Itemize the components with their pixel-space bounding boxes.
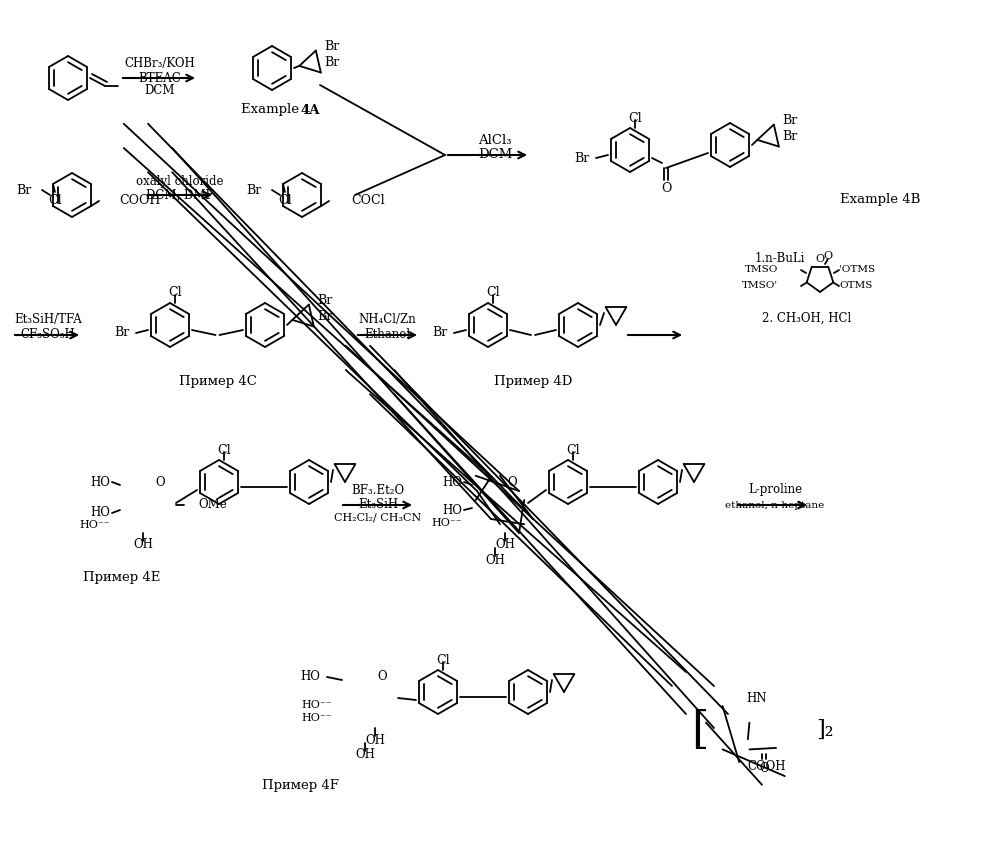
Text: HN: HN [747,691,767,705]
Text: Cl: Cl [566,444,580,456]
Text: HO: HO [300,671,320,683]
Text: Br: Br [115,326,130,339]
Text: O: O [759,762,769,776]
Text: Cl: Cl [628,111,642,125]
Text: ethanol, n-heptane: ethanol, n-heptane [725,500,825,510]
Text: Cl: Cl [436,654,450,667]
Text: Example: Example [241,103,303,116]
Text: Ethanol: Ethanol [364,328,410,342]
Text: DCM: DCM [145,85,175,98]
Text: 2. CH₃OH, HCl: 2. CH₃OH, HCl [762,311,851,325]
Text: Cl: Cl [217,444,231,456]
Text: Cl: Cl [168,287,182,299]
Text: O: O [155,476,165,488]
Text: Example 4B: Example 4B [840,193,920,207]
Text: COOH: COOH [748,760,786,773]
Text: CF₃SO₃H: CF₃SO₃H [21,328,75,342]
Text: DCM, DMF: DCM, DMF [146,188,214,202]
Text: 'OTMS: 'OTMS [839,265,875,275]
Text: OH: OH [485,554,505,566]
Text: Cl: Cl [278,193,292,207]
Text: Et₃SiH: Et₃SiH [358,498,398,510]
Text: HO⁻⁻: HO⁻⁻ [431,518,462,528]
Text: HO: HO [90,476,110,488]
Text: OH: OH [495,538,515,551]
Text: HO: HO [442,504,462,516]
Text: Et₃SiH/TFA: Et₃SiH/TFA [14,314,82,326]
Text: HO: HO [90,506,110,520]
Text: OMe: OMe [198,499,227,511]
Text: Br: Br [324,57,340,70]
Text: HO⁻⁻: HO⁻⁻ [301,700,332,710]
Text: Br: Br [247,183,262,197]
Text: 4A: 4A [300,103,320,116]
Text: O: O [823,251,833,261]
Text: OH: OH [133,538,153,551]
Text: Пример 4F: Пример 4F [262,778,338,791]
Text: Br: Br [782,131,798,143]
Text: DCM: DCM [478,148,512,161]
Text: O: O [815,254,825,264]
Text: BF₃.Et₂O: BF₃.Et₂O [351,483,405,496]
Text: TMSO: TMSO [745,265,778,275]
Text: O: O [377,671,387,683]
Text: Br: Br [317,310,333,323]
Text: AlCl₃: AlCl₃ [478,133,512,147]
Text: Br: Br [17,183,32,197]
Text: HO⁻⁻: HO⁻⁻ [301,713,332,723]
Text: HO: HO [442,476,462,488]
Text: OTMS: OTMS [839,282,872,291]
Text: CH₂Cl₂/ CH₃CN: CH₂Cl₂/ CH₃CN [334,513,422,523]
Text: L-proline: L-proline [748,483,802,496]
Text: Br: Br [575,152,590,165]
Text: Пример 4D: Пример 4D [494,376,572,388]
Text: Br: Br [433,326,448,339]
Text: Пример 4E: Пример 4E [83,572,161,584]
Text: [: [ [691,708,709,751]
Text: NH₄Cl/Zn: NH₄Cl/Zn [358,314,416,326]
Text: TMSO': TMSO' [742,282,778,291]
Text: Br: Br [782,114,798,127]
Text: Br: Br [324,41,340,53]
Text: O: O [661,181,671,194]
Text: 1.n-BuLi: 1.n-BuLi [755,252,805,265]
Text: Пример 4C: Пример 4C [179,376,257,388]
Text: Cl: Cl [486,287,500,299]
Text: ]₂: ]₂ [816,719,834,741]
Text: O: O [507,476,517,488]
Text: OH: OH [365,734,385,746]
Text: HO⁻⁻: HO⁻⁻ [79,520,110,530]
Text: BTEAC: BTEAC [139,71,181,85]
Text: COOH: COOH [119,194,160,208]
Text: Br: Br [317,294,333,308]
Text: oxalyl chloride: oxalyl chloride [136,176,224,188]
Text: OH: OH [355,749,375,762]
Text: COCl: COCl [351,194,385,208]
Text: Cl: Cl [48,193,62,207]
Text: CHBr₃/KOH: CHBr₃/KOH [125,58,195,70]
